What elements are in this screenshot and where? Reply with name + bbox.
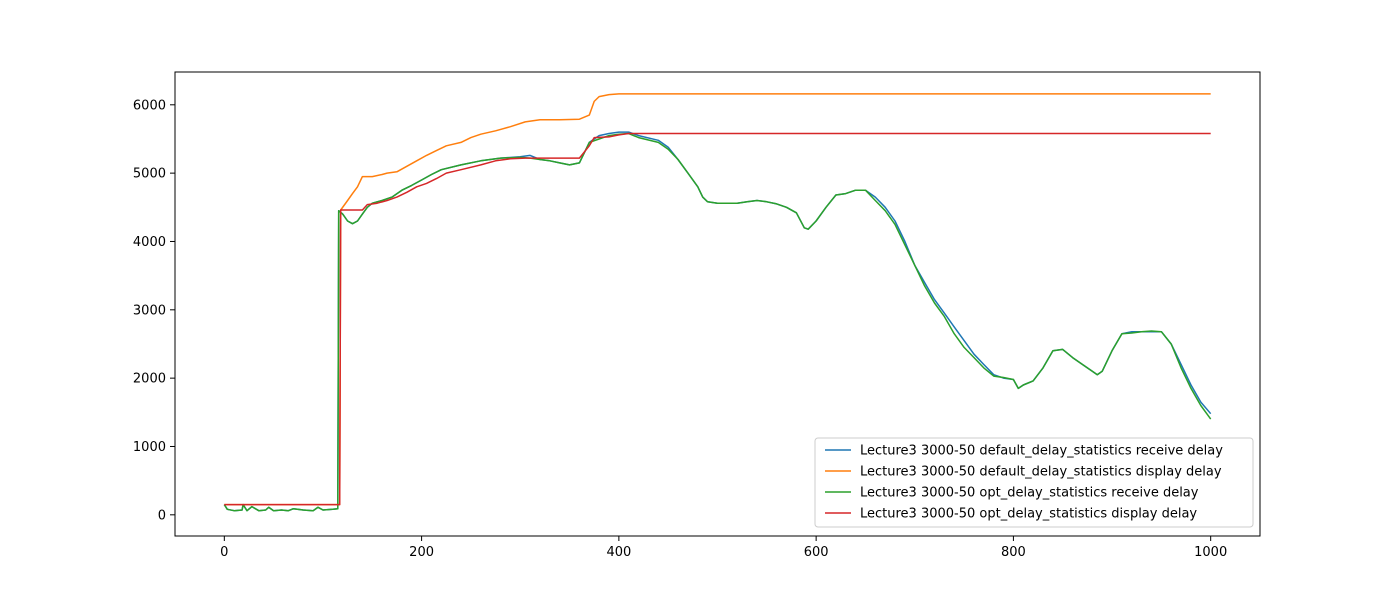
y-tick-label: 6000 <box>133 98 166 113</box>
series-line-4 <box>224 132 1211 506</box>
y-tick-label: 0 <box>158 508 166 523</box>
x-tick-label: 200 <box>409 545 434 560</box>
x-tick-label: 600 <box>804 545 829 560</box>
series-line-3 <box>223 132 1212 512</box>
y-tick-label: 1000 <box>133 440 166 455</box>
x-tick-label: 1000 <box>1194 545 1227 560</box>
series-layer <box>223 93 1212 512</box>
legend-label-2: Lecture3 3000-50 default_delay_statistic… <box>860 465 1222 480</box>
legend-label-3: Lecture3 3000-50 opt_delay_statistics re… <box>860 486 1199 501</box>
x-tick-label: 800 <box>1001 545 1026 560</box>
y-axis: 0 1000 2000 3000 4000 5000 6000 <box>133 98 175 523</box>
y-tick-label: 5000 <box>133 167 166 182</box>
legend-label-4: Lecture3 3000-50 opt_delay_statistics di… <box>860 507 1197 522</box>
x-tick-label: 400 <box>606 545 631 560</box>
legend: Lecture3 3000-50 default_delay_statistic… <box>814 437 1254 528</box>
legend-box <box>814 437 1254 528</box>
y-tick-label: 3000 <box>133 303 166 318</box>
series-line-2 <box>224 93 1211 506</box>
plot-frame <box>174 71 1261 537</box>
x-axis: 0 200 400 600 800 1000 <box>220 536 1227 560</box>
y-tick-label: 2000 <box>133 372 166 387</box>
y-tick-label: 4000 <box>133 235 166 250</box>
x-tick-label: 0 <box>220 545 228 560</box>
legend-label-1: Lecture3 3000-50 default_delay_statistic… <box>860 444 1223 459</box>
